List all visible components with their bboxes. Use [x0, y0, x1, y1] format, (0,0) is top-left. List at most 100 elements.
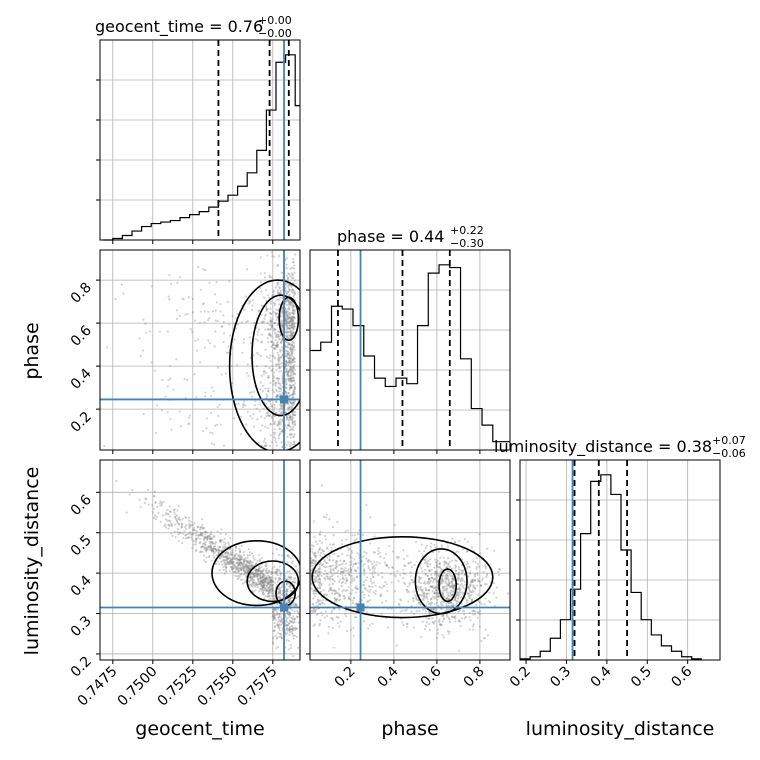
scatter-point	[295, 603, 298, 606]
scatter-point	[477, 610, 480, 614]
scatter-point	[281, 385, 284, 388]
scatter-point	[257, 568, 260, 571]
scatter-point	[475, 603, 478, 607]
scatter-point	[167, 523, 170, 526]
scatter-point	[332, 543, 335, 546]
scatter-point	[279, 387, 282, 390]
scatter-point	[286, 330, 289, 333]
scatter-point	[230, 568, 234, 571]
scatter-point	[342, 589, 345, 592]
scatter-point	[424, 582, 427, 586]
scatter-point	[147, 503, 150, 506]
scatter-point	[280, 341, 283, 344]
scatter-point	[242, 565, 245, 569]
scatter-point	[194, 539, 198, 542]
scatter-point	[319, 587, 322, 590]
scatter-point	[287, 648, 291, 651]
scatter-point	[293, 443, 296, 446]
scatter-point	[244, 571, 247, 574]
scatter-point	[290, 405, 293, 408]
scatter-point	[330, 565, 333, 568]
scatter-point	[270, 585, 273, 588]
scatter-point	[291, 393, 294, 397]
scatter-point	[286, 570, 289, 573]
scatter-point	[287, 392, 290, 395]
scatter-point	[237, 554, 240, 558]
scatter-point	[405, 588, 408, 592]
scatter-point	[159, 520, 162, 523]
scatter-point	[339, 578, 342, 581]
scatter-point	[289, 384, 292, 387]
scatter-point	[292, 328, 295, 331]
scatter-point	[417, 585, 420, 588]
scatter-point	[317, 570, 320, 573]
scatter-point	[280, 411, 284, 414]
scatter-point	[458, 649, 461, 652]
scatter-point	[380, 572, 383, 575]
scatter-point	[196, 530, 199, 533]
scatter-point	[467, 586, 470, 589]
scatter-point	[420, 543, 423, 546]
scatter-point	[328, 565, 331, 568]
scatter-point	[484, 567, 487, 570]
scatter-point	[428, 617, 431, 620]
scatter-point	[277, 608, 280, 611]
scatter-point	[400, 599, 403, 602]
scatter-point	[285, 355, 288, 358]
scatter-point	[334, 599, 337, 602]
scatter-point	[248, 567, 252, 571]
scatter-point	[191, 528, 195, 531]
scatter-point	[257, 569, 261, 572]
scatter-point	[239, 561, 242, 564]
scatter-point	[269, 597, 273, 600]
scatter-point	[214, 548, 217, 551]
scatter-point	[187, 416, 191, 419]
scatter-point	[261, 579, 264, 582]
scatter-point	[279, 403, 282, 406]
scatter-point	[420, 594, 424, 597]
scatter-point	[242, 341, 245, 344]
scatter-point	[276, 263, 279, 267]
scatter-point	[440, 569, 443, 572]
scatter-point	[287, 406, 290, 410]
scatter-point	[290, 334, 293, 337]
scatter-point	[259, 576, 262, 579]
scatter-point	[164, 513, 167, 516]
scatter-point	[366, 600, 369, 603]
scatter-point	[212, 552, 215, 555]
scatter-point	[268, 581, 271, 584]
scatter-point	[280, 623, 283, 626]
scatter-point	[440, 577, 443, 580]
title-phase: phase = 0.44	[337, 227, 444, 246]
scatter-point	[227, 562, 230, 566]
scatter-point	[268, 332, 271, 335]
scatter-point	[203, 310, 206, 313]
scatter-point	[279, 633, 282, 636]
scatter-point	[261, 320, 264, 324]
scatter-point	[238, 554, 241, 557]
scatter-point	[293, 346, 296, 349]
scatter-point	[279, 618, 283, 621]
scatter-point	[267, 328, 270, 331]
scatter-point	[285, 380, 288, 383]
scatter-point	[240, 555, 243, 559]
scatter-point	[293, 317, 296, 320]
scatter-point	[281, 376, 284, 379]
scatter-point	[271, 587, 274, 590]
scatter-point	[180, 525, 183, 529]
xlabel-luminosity-distance: luminosity_distance	[526, 718, 715, 740]
scatter-point	[270, 335, 273, 338]
scatter-point	[260, 340, 264, 343]
scatter-point	[166, 519, 169, 522]
scatter-point	[289, 436, 293, 439]
scatter-point	[213, 551, 216, 555]
scatter-point	[315, 559, 318, 562]
scatter-point	[476, 573, 479, 576]
scatter-point	[169, 377, 172, 380]
scatter-point	[246, 363, 249, 366]
scatter-point	[145, 498, 148, 501]
scatter-point	[277, 360, 280, 363]
scatter-point	[249, 576, 253, 579]
scatter-point	[292, 376, 296, 379]
scatter-point	[355, 569, 358, 573]
